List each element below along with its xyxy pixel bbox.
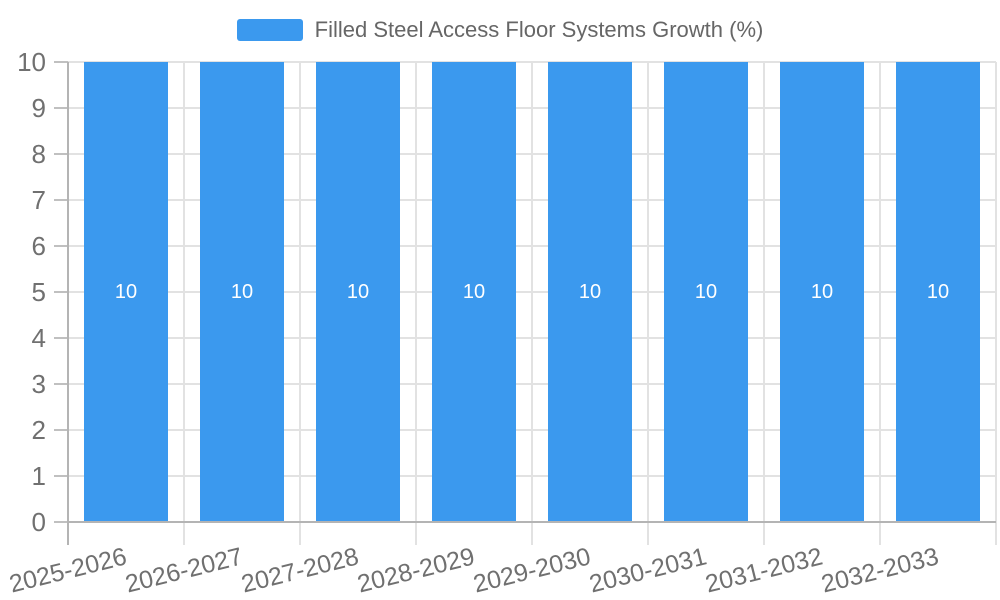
x-axis-line <box>68 521 996 523</box>
y-tick-label: 1 <box>31 461 46 491</box>
bar-value-label: 10 <box>114 281 138 303</box>
bar[interactable] <box>896 62 980 522</box>
bar-value-label: 10 <box>926 281 950 303</box>
y-axis-tick <box>54 475 68 477</box>
legend-swatch[interactable] <box>236 19 303 41</box>
y-tick-label: 7 <box>31 185 46 215</box>
bar[interactable] <box>664 62 748 522</box>
y-tick-label: 8 <box>31 139 46 169</box>
y-axis-tick <box>54 153 68 155</box>
y-tick-label: 9 <box>31 93 46 123</box>
bar[interactable] <box>316 62 400 522</box>
y-axis-tick <box>54 337 68 339</box>
gridline <box>647 62 649 545</box>
y-axis-tick <box>54 61 68 63</box>
bar-value-label: 10 <box>346 281 370 303</box>
bar-value-label: 10 <box>578 281 602 303</box>
y-axis-tick <box>54 107 68 109</box>
y-tick-label: 2 <box>31 415 46 445</box>
y-axis-tick <box>54 521 68 523</box>
y-tick-label: 10 <box>17 47 46 77</box>
bar[interactable] <box>548 62 632 522</box>
gridline <box>299 62 301 545</box>
bar[interactable] <box>432 62 516 522</box>
y-tick-label: 5 <box>31 277 46 307</box>
legend-label: Filled Steel Access Floor Systems Growth… <box>314 17 764 42</box>
y-axis-tick <box>54 199 68 201</box>
y-axis-tick <box>54 383 68 385</box>
bar[interactable] <box>84 62 168 522</box>
bar-value-label: 10 <box>694 281 718 303</box>
gridline <box>531 62 533 545</box>
gridline <box>415 62 417 545</box>
y-tick-label: 4 <box>31 323 46 353</box>
bar-value-label: 10 <box>810 281 834 303</box>
bar[interactable] <box>200 62 284 522</box>
legend[interactable]: Filled Steel Access Floor Systems Growth… <box>0 18 1000 42</box>
y-tick-label: 3 <box>31 369 46 399</box>
y-tick-label: 6 <box>31 231 46 261</box>
gridline <box>183 62 185 545</box>
bar[interactable] <box>780 62 864 522</box>
y-axis-tick <box>54 245 68 247</box>
bar-value-label: 10 <box>230 281 254 303</box>
y-axis-tick <box>54 429 68 431</box>
gridline <box>995 62 997 545</box>
gridline <box>763 62 765 545</box>
y-tick-label: 0 <box>31 507 46 537</box>
gridline <box>879 62 881 545</box>
y-axis-line <box>67 62 69 545</box>
y-axis-tick <box>54 291 68 293</box>
bar-value-label: 10 <box>462 281 486 303</box>
